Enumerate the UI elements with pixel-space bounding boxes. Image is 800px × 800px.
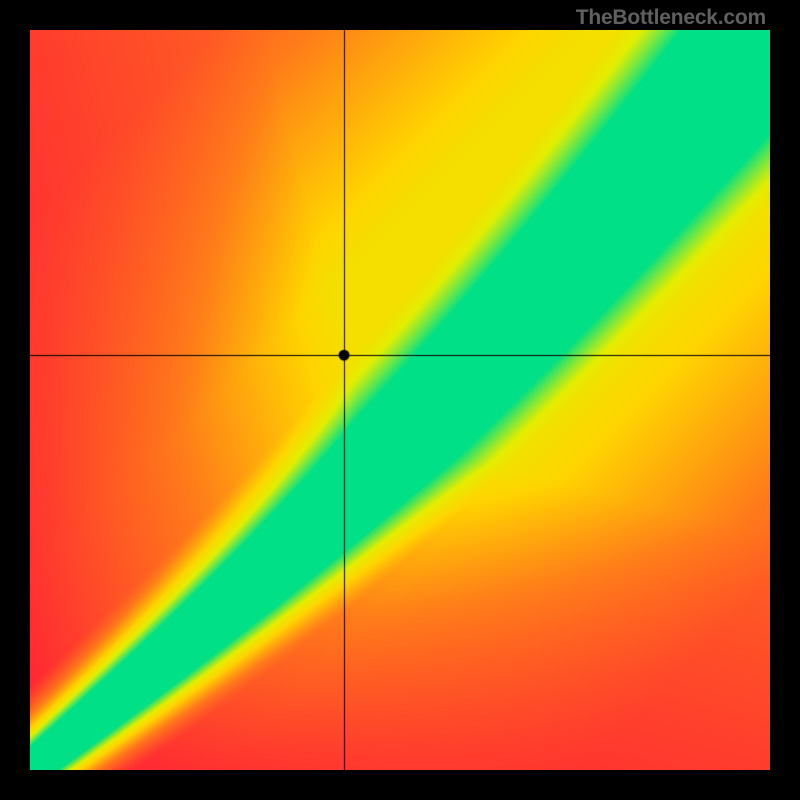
bottleneck-heatmap (30, 30, 770, 770)
watermark-label: TheBottleneck.com (576, 6, 766, 30)
